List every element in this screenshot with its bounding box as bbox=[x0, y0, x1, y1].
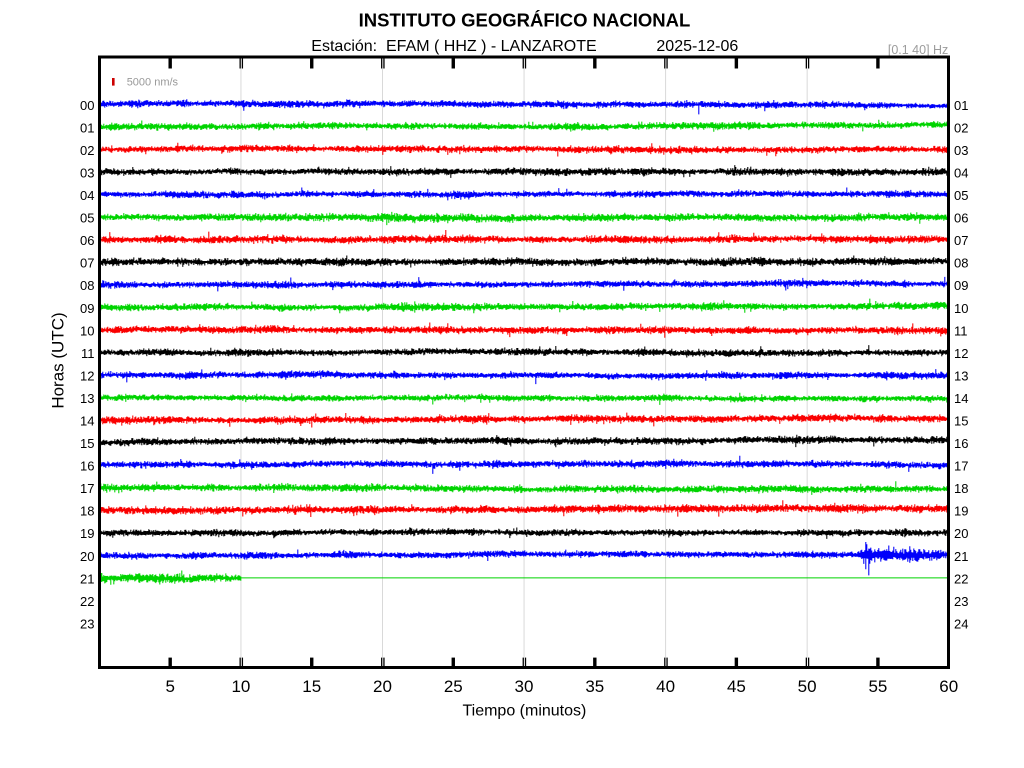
svg-text:14: 14 bbox=[80, 414, 94, 429]
svg-text:[0.1 40] Hz: [0.1 40] Hz bbox=[888, 43, 948, 57]
svg-text:05: 05 bbox=[954, 188, 968, 203]
svg-text:22: 22 bbox=[954, 571, 968, 586]
svg-text:10: 10 bbox=[80, 323, 94, 338]
svg-text:11: 11 bbox=[954, 323, 968, 338]
svg-text:19: 19 bbox=[80, 526, 94, 541]
svg-text:11: 11 bbox=[81, 346, 95, 361]
svg-text:06: 06 bbox=[954, 211, 968, 226]
svg-text:13: 13 bbox=[954, 368, 968, 383]
svg-text:25: 25 bbox=[444, 677, 463, 696]
svg-text:22: 22 bbox=[80, 594, 94, 609]
svg-text:35: 35 bbox=[585, 677, 604, 696]
svg-text:Estación: EFAM ( HHZ ) - LANZ: Estación: EFAM ( HHZ ) - LANZAROTE bbox=[311, 38, 596, 55]
svg-text:60: 60 bbox=[939, 677, 958, 696]
svg-text:14: 14 bbox=[954, 391, 968, 406]
svg-text:19: 19 bbox=[954, 504, 968, 519]
svg-text:07: 07 bbox=[80, 256, 94, 271]
svg-text:07: 07 bbox=[954, 233, 968, 248]
svg-text:15: 15 bbox=[302, 677, 321, 696]
svg-text:08: 08 bbox=[954, 256, 968, 271]
svg-text:04: 04 bbox=[80, 188, 94, 203]
svg-text:01: 01 bbox=[80, 120, 94, 135]
svg-text:03: 03 bbox=[954, 143, 968, 158]
svg-text:Horas (UTC): Horas (UTC) bbox=[48, 312, 67, 408]
svg-text:20: 20 bbox=[373, 677, 392, 696]
svg-text:23: 23 bbox=[954, 594, 968, 609]
svg-text:Tiempo (minutos): Tiempo (minutos) bbox=[462, 703, 586, 720]
svg-text:16: 16 bbox=[80, 459, 94, 474]
svg-text:INSTITUTO GEOGRÁFICO NACIONAL: INSTITUTO GEOGRÁFICO NACIONAL bbox=[359, 10, 691, 31]
svg-text:03: 03 bbox=[80, 165, 94, 180]
svg-text:21: 21 bbox=[80, 571, 94, 586]
svg-text:18: 18 bbox=[954, 481, 968, 496]
svg-text:02: 02 bbox=[954, 120, 968, 135]
svg-text:5000 nm/s: 5000 nm/s bbox=[127, 77, 179, 89]
svg-text:18: 18 bbox=[80, 504, 94, 519]
svg-text:21: 21 bbox=[954, 549, 968, 564]
svg-text:06: 06 bbox=[80, 233, 94, 248]
svg-text:09: 09 bbox=[954, 278, 968, 293]
svg-text:2025-12-06: 2025-12-06 bbox=[656, 38, 738, 55]
svg-text:08: 08 bbox=[80, 278, 94, 293]
svg-text:40: 40 bbox=[656, 677, 675, 696]
svg-text:15: 15 bbox=[954, 414, 968, 429]
svg-text:17: 17 bbox=[80, 481, 94, 496]
svg-text:10: 10 bbox=[954, 301, 968, 316]
svg-text:12: 12 bbox=[80, 368, 94, 383]
svg-text:24: 24 bbox=[954, 616, 968, 631]
svg-text:02: 02 bbox=[80, 143, 94, 158]
svg-text:04: 04 bbox=[954, 165, 968, 180]
svg-text:50: 50 bbox=[798, 677, 817, 696]
svg-text:30: 30 bbox=[515, 677, 534, 696]
svg-text:16: 16 bbox=[954, 436, 968, 451]
svg-text:00: 00 bbox=[80, 98, 94, 113]
svg-text:45: 45 bbox=[727, 677, 746, 696]
svg-text:17: 17 bbox=[954, 459, 968, 474]
svg-text:09: 09 bbox=[80, 301, 94, 316]
svg-text:20: 20 bbox=[80, 549, 94, 564]
svg-text:13: 13 bbox=[80, 391, 94, 406]
svg-text:05: 05 bbox=[80, 211, 94, 226]
svg-text:12: 12 bbox=[954, 346, 968, 361]
svg-text:01: 01 bbox=[954, 98, 968, 113]
svg-text:15: 15 bbox=[80, 436, 94, 451]
svg-text:10: 10 bbox=[231, 677, 250, 696]
svg-text:23: 23 bbox=[80, 616, 94, 631]
svg-text:55: 55 bbox=[868, 677, 887, 696]
svg-text:20: 20 bbox=[954, 526, 968, 541]
svg-text:5: 5 bbox=[165, 677, 174, 696]
